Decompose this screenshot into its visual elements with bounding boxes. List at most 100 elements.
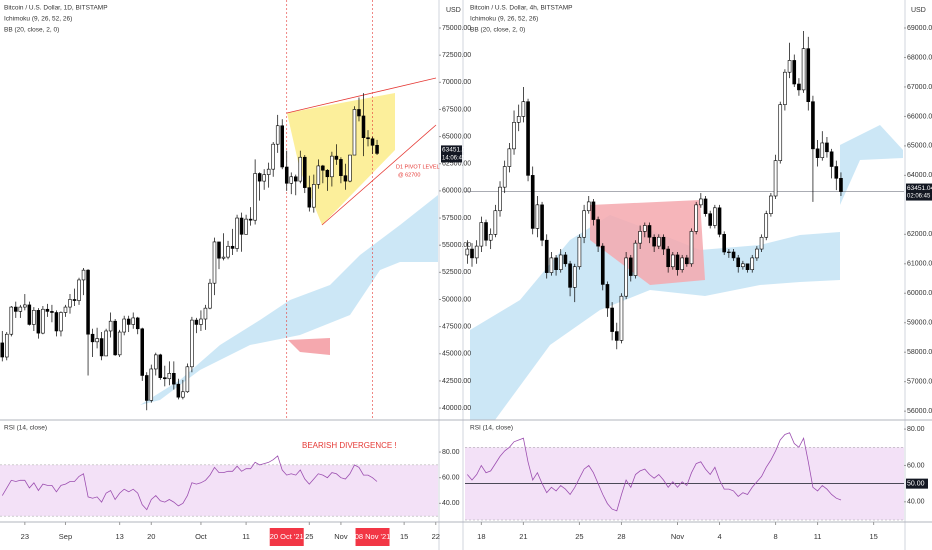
price-label-box xyxy=(906,183,932,201)
candle-body xyxy=(289,176,294,184)
candle-body xyxy=(18,306,23,312)
candle-body xyxy=(769,195,773,214)
rsi-line xyxy=(1,455,378,511)
y-tick-label: 60.00 xyxy=(907,462,925,469)
ichimoku-cloud xyxy=(140,195,438,405)
x-tick-label: 20 Oct '21 xyxy=(270,532,304,541)
candle-body xyxy=(787,60,792,73)
y-tick-label: 65000.00 xyxy=(442,133,471,140)
candle-body xyxy=(154,354,158,370)
candle-body xyxy=(839,178,843,192)
candle-body xyxy=(512,122,516,150)
candle-body xyxy=(27,304,32,325)
candle-body xyxy=(271,143,275,170)
candle-body xyxy=(741,263,745,268)
candle-body xyxy=(32,310,36,325)
y-tick-label: 57000.00 xyxy=(907,379,932,386)
candle-body xyxy=(54,312,59,332)
candle-body xyxy=(226,245,230,258)
candle-body xyxy=(307,187,312,208)
candle-body xyxy=(465,248,470,256)
candle-body xyxy=(144,375,149,401)
candle-body xyxy=(474,245,479,259)
candle-body xyxy=(343,175,348,182)
price-label: 63451.04 xyxy=(907,185,932,192)
candle-body xyxy=(544,239,549,273)
candle-body xyxy=(203,307,208,320)
candle-body xyxy=(722,234,727,253)
y-tick-label: 58000.00 xyxy=(907,349,932,356)
candle-body xyxy=(316,165,321,185)
candle-body xyxy=(86,269,90,335)
candle-body xyxy=(239,217,244,235)
x-tick-label: 23 xyxy=(21,532,29,541)
candle-body xyxy=(699,198,703,206)
candle-body xyxy=(348,154,352,182)
x-tick-highlight xyxy=(269,528,304,546)
chart-title: Bitcoin / U.S. Dollar, 1D, BITSTAMP xyxy=(4,5,108,12)
candle-body xyxy=(293,176,298,182)
price-label-box xyxy=(441,145,462,163)
annotation: BEARISH DIVERGENCE ! xyxy=(302,441,397,450)
candle-body xyxy=(600,245,605,285)
y-tick-label: 62500.00 xyxy=(442,161,471,168)
candle-body xyxy=(736,257,741,268)
x-tick-label: 15 xyxy=(869,532,877,541)
x-tick-label: 28 xyxy=(617,532,625,541)
axis-unit: USD xyxy=(446,7,461,14)
candle-body xyxy=(647,225,652,238)
candle-body xyxy=(36,310,41,334)
candle-body xyxy=(507,148,512,167)
ichimoku-cloud xyxy=(840,125,903,205)
candle-body xyxy=(303,156,307,188)
candle-body xyxy=(801,48,806,91)
candle-body xyxy=(230,245,235,249)
y-tick-label: 40000.00 xyxy=(442,405,471,412)
candle-body xyxy=(108,320,113,332)
candle-body xyxy=(563,254,568,265)
candle-body xyxy=(713,207,717,226)
x-tick-highlight xyxy=(355,528,390,546)
candle-body xyxy=(815,148,820,158)
candle-body xyxy=(834,166,839,179)
rsi-label: RSI (14, close) xyxy=(4,425,47,432)
y-tick-label: 62000.00 xyxy=(907,231,932,238)
candle-body xyxy=(63,306,68,313)
candle-body xyxy=(806,48,811,102)
y-tick-label: 56000.00 xyxy=(907,408,932,415)
y-tick-label: 40.00 xyxy=(907,499,925,506)
y-tick-label: 42500.00 xyxy=(442,378,471,385)
candle-body xyxy=(248,218,253,221)
candle-body xyxy=(339,159,343,176)
candle-body xyxy=(149,368,154,401)
candle-body xyxy=(773,160,778,197)
y-tick-label: 80.00 xyxy=(907,426,925,433)
x-tick-label: 25 xyxy=(305,532,313,541)
candle-body xyxy=(671,254,675,268)
candle-body xyxy=(212,241,217,284)
candle-body xyxy=(731,251,736,259)
candle-body xyxy=(41,308,45,334)
countdown-label: 14:06:45 xyxy=(442,155,466,161)
candle-body xyxy=(68,299,72,308)
candle-body xyxy=(117,331,122,356)
candle-body xyxy=(820,142,825,158)
candle-body xyxy=(638,231,642,244)
candle-body xyxy=(325,169,330,178)
candle-body xyxy=(50,311,54,313)
trendline xyxy=(286,77,437,114)
candle-body xyxy=(194,319,199,325)
candle-body xyxy=(764,213,769,238)
y-tick-label: 40.00 xyxy=(442,500,460,507)
chart-title: Bitcoin / U.S. Dollar, 4h, BITSTAMP xyxy=(470,5,572,12)
candle-body xyxy=(530,175,535,229)
candle-body xyxy=(750,257,755,270)
y-tick-label: 57500.00 xyxy=(442,215,471,222)
annotation: @ 62700 xyxy=(398,172,420,178)
y-tick-label: 61000.00 xyxy=(907,261,932,268)
candle-body xyxy=(549,257,554,273)
candle-body xyxy=(352,109,357,156)
y-tick-label: 80.00 xyxy=(442,449,460,456)
y-tick-label: 59000.00 xyxy=(907,320,932,327)
candle-body xyxy=(614,331,619,341)
